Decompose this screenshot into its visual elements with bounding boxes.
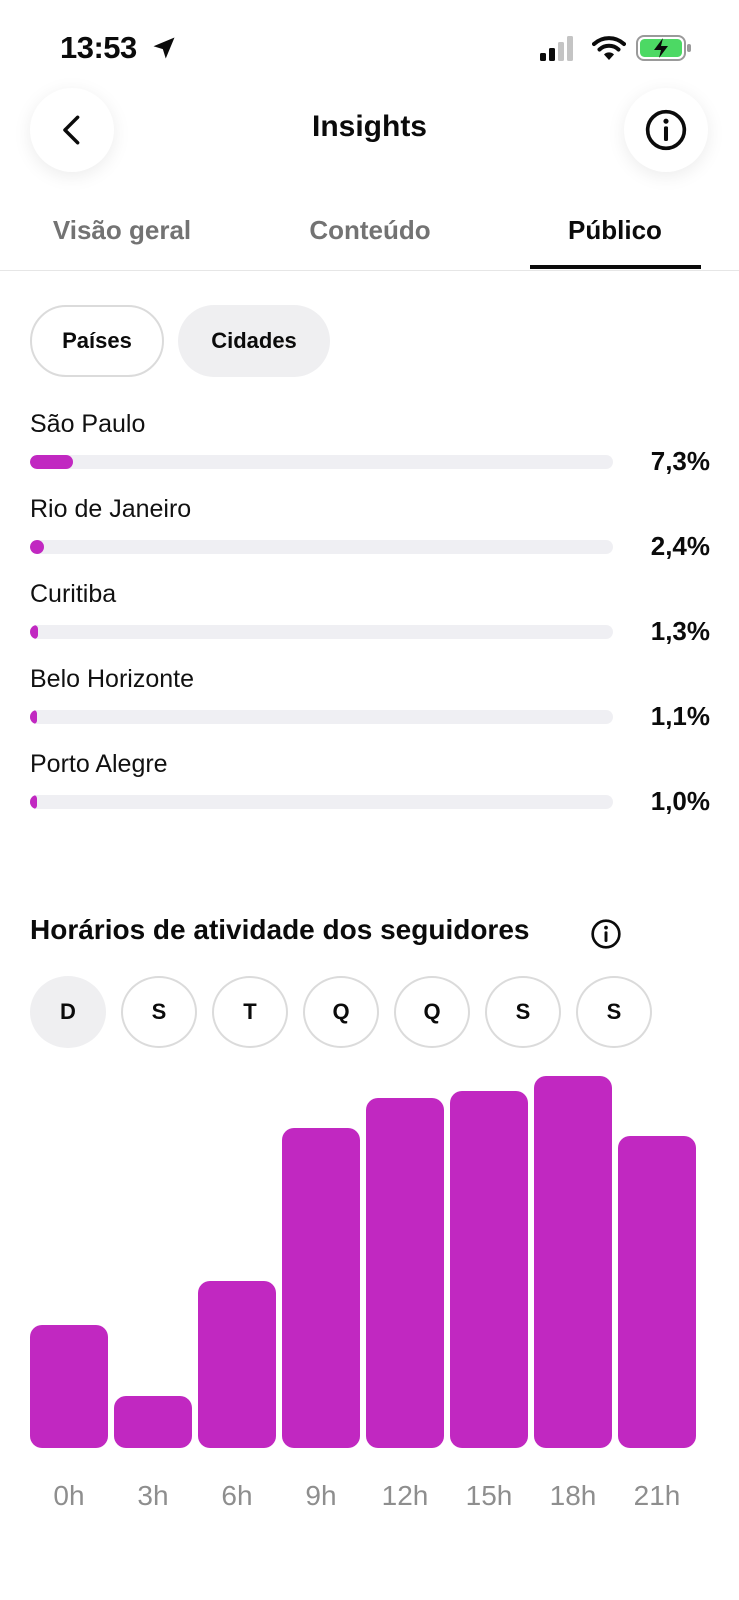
city-row: Belo Horizonte 1,1% [30, 665, 710, 750]
day-selector-wednesday[interactable]: Q [303, 976, 379, 1048]
city-percent: 1,1% [650, 701, 710, 731]
chart-bar [30, 1325, 108, 1448]
location-arrow-icon [153, 37, 175, 59]
chart-bar [366, 1098, 444, 1448]
city-row: Rio de Janeiro 2,4% [30, 495, 710, 580]
city-bar-track [30, 795, 613, 809]
activity-section-title: Horários de atividade dos seguidores [30, 914, 530, 945]
city-row: Porto Alegre 1,0% [30, 750, 710, 835]
city-name: Belo Horizonte [30, 665, 194, 693]
chart-bar [198, 1280, 276, 1448]
chart-x-tick-label: 3h [137, 1480, 169, 1511]
city-bar-fill [30, 625, 38, 639]
city-percent: 2,4% [650, 531, 710, 561]
back-button[interactable] [30, 88, 114, 172]
day-selector-tuesday[interactable]: T [212, 976, 288, 1048]
city-bar-track [30, 710, 613, 724]
chart-bar [534, 1076, 612, 1448]
city-bar-track [30, 540, 613, 554]
city-bar-fill [30, 795, 37, 809]
day-selector-saturday[interactable]: S [576, 976, 652, 1048]
battery-charging-icon [636, 35, 691, 61]
day-selector-sunday[interactable]: D [30, 976, 106, 1048]
chart-x-tick-label: 0h [53, 1480, 85, 1511]
city-bar-fill [30, 710, 37, 724]
filter-cidades-button[interactable]: Cidades [178, 305, 330, 377]
status-time: 13:53 [60, 30, 137, 65]
city-bar-fill [30, 455, 73, 469]
chart-bar [114, 1395, 192, 1448]
chevron-left-icon [63, 115, 80, 145]
chart-bar [282, 1128, 360, 1448]
tab-bar: Visão geral Conteúdo Público [0, 205, 739, 271]
activity-bar-chart: 0h 3h 6h 9h 12h 15h 18h 21h [0, 1076, 739, 1600]
chart-x-tick-label: 6h [221, 1480, 253, 1511]
city-percent: 1,3% [650, 616, 710, 646]
city-name: Rio de Janeiro [30, 495, 192, 523]
day-selector-monday[interactable]: S [121, 976, 197, 1048]
city-percent: 7,3% [650, 446, 710, 476]
tab-publico[interactable]: Público [568, 215, 662, 245]
chart-x-tick-label: 18h [549, 1480, 597, 1511]
info-icon [645, 109, 687, 151]
cellular-signal-icon [540, 36, 573, 61]
filter-paises-button[interactable]: Países [30, 305, 164, 377]
city-percent: 1,0% [650, 786, 710, 816]
chart-bar [618, 1135, 696, 1448]
active-tab-indicator [530, 265, 701, 269]
tab-visao-geral[interactable]: Visão geral [52, 215, 192, 245]
city-name: Porto Alegre [30, 750, 168, 778]
city-name: São Paulo [30, 410, 146, 438]
city-bar-track [30, 625, 613, 639]
chart-x-tick-label: 15h [465, 1480, 513, 1511]
chart-x-tick-label: 21h [633, 1480, 681, 1511]
page-title: Insights [311, 110, 427, 143]
info-icon[interactable] [590, 918, 622, 950]
status-bar: 13:53 [0, 0, 739, 84]
city-row: Curitiba 1,3% [30, 580, 710, 665]
city-row: São Paulo 7,3% [30, 410, 710, 495]
chart-bar [450, 1090, 528, 1448]
chart-x-tick-label: 9h [305, 1480, 337, 1511]
info-button[interactable] [624, 88, 708, 172]
chart-x-tick-label: 12h [381, 1480, 429, 1511]
city-bar-track [30, 455, 613, 469]
tab-conteudo[interactable]: Conteúdo [309, 215, 431, 245]
day-selector-friday[interactable]: S [485, 976, 561, 1048]
city-bar-fill [30, 540, 44, 554]
city-name: Curitiba [30, 580, 117, 608]
day-selector-thursday[interactable]: Q [394, 976, 470, 1048]
wifi-icon [592, 36, 626, 60]
